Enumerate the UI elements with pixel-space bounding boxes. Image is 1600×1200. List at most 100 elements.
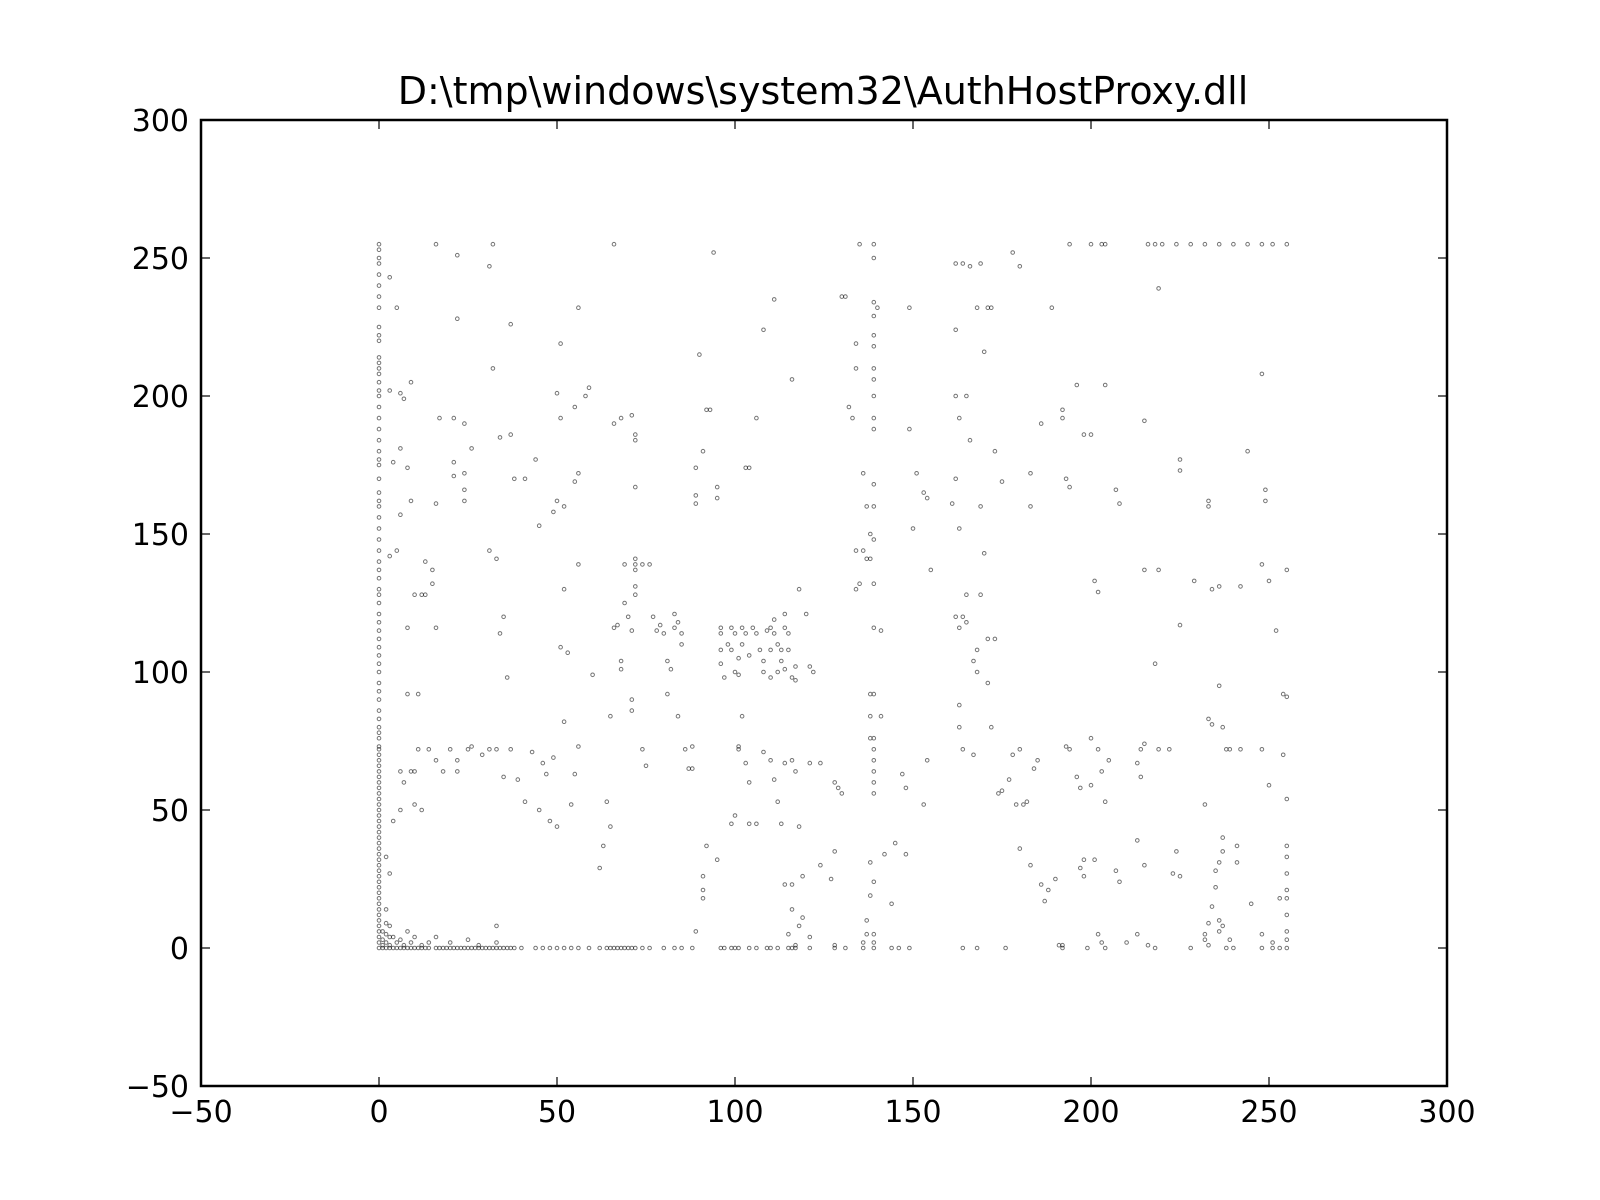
- scatter-point: [757, 647, 763, 653]
- scatter-point: [793, 945, 798, 951]
- scatter-point: [376, 548, 382, 553]
- scatter-point: [1259, 747, 1265, 752]
- scatter-point: [376, 255, 382, 261]
- scatter-point: [376, 835, 382, 840]
- scatter-point: [376, 559, 382, 564]
- scatter-point: [1259, 241, 1265, 247]
- scatter-point: [376, 747, 382, 752]
- scatter-point: [714, 857, 720, 863]
- scatter-point: [1135, 838, 1140, 843]
- scatter-point: [871, 931, 877, 937]
- scatter-point: [718, 647, 724, 653]
- scatter-point: [426, 940, 432, 945]
- scatter-point: [376, 708, 382, 713]
- scatter-point: [675, 713, 681, 719]
- scatter-point: [1266, 782, 1272, 788]
- scatter-point: [394, 548, 400, 553]
- scatter-point: [1078, 865, 1083, 871]
- scatter-point: [376, 901, 382, 907]
- scatter-point: [1188, 241, 1193, 247]
- scatter-point: [408, 769, 414, 774]
- scatter-point: [736, 747, 741, 752]
- scatter-point: [853, 366, 859, 371]
- scatter-point: [700, 896, 706, 901]
- scatter-point: [633, 562, 638, 567]
- scatter-point: [430, 581, 435, 587]
- scatter-point: [1135, 931, 1140, 937]
- scatter-point: [387, 923, 393, 929]
- scatter-point: [967, 437, 973, 443]
- scatter-point: [957, 415, 962, 421]
- scatter-point: [729, 625, 734, 631]
- scatter-point: [494, 556, 499, 562]
- scatter-point: [1220, 923, 1225, 929]
- scatter-point: [590, 672, 595, 678]
- scatter-point: [1202, 802, 1208, 807]
- scatter-point: [451, 415, 457, 421]
- scatter-point: [803, 611, 809, 617]
- scatter-point: [501, 945, 506, 951]
- scatter-point: [465, 945, 471, 951]
- scatter-point: [789, 675, 795, 680]
- scatter-point: [1259, 371, 1265, 377]
- scatter-point: [572, 404, 578, 410]
- scatter-point: [860, 548, 866, 553]
- scatter-point: [782, 760, 788, 766]
- scatter-point: [633, 592, 638, 598]
- scatter-point: [907, 305, 912, 311]
- scatter-point: [629, 413, 635, 418]
- scatter-point: [1099, 940, 1104, 945]
- scatter-point: [661, 945, 667, 951]
- scatter-point: [597, 945, 603, 951]
- scatter-point: [508, 321, 514, 327]
- scatter-point: [878, 628, 884, 633]
- scatter-point: [376, 592, 382, 598]
- scatter-point: [387, 934, 393, 940]
- scatter-point: [561, 719, 567, 725]
- scatter-point: [978, 592, 983, 598]
- scatter-point: [1159, 241, 1165, 247]
- scatter-point: [533, 945, 538, 951]
- scatter-point: [433, 625, 439, 631]
- scatter-point: [729, 945, 734, 951]
- scatter-point: [697, 352, 702, 357]
- scatter-point: [376, 636, 382, 642]
- scatter-point: [871, 299, 877, 305]
- scatter-point: [722, 675, 727, 680]
- scatter-point: [487, 548, 492, 553]
- scatter-point: [846, 404, 852, 410]
- scatter-point: [611, 625, 617, 631]
- scatter-point: [376, 628, 382, 633]
- scatter-point: [387, 388, 393, 393]
- scatter-point: [1074, 382, 1080, 388]
- x-tick-label: 50: [538, 1095, 576, 1130]
- scatter-point: [387, 871, 393, 876]
- scatter-point: [978, 504, 983, 509]
- scatter-point: [1095, 931, 1101, 937]
- scatter-point: [1284, 854, 1290, 860]
- scatter-point: [1238, 584, 1243, 589]
- scatter-point: [843, 294, 848, 299]
- scatter-point: [800, 915, 805, 920]
- scatter-point: [551, 509, 556, 515]
- scatter-point: [490, 366, 496, 371]
- scatter-point: [754, 945, 759, 951]
- scatter-point: [796, 586, 802, 592]
- scatter-point: [522, 799, 528, 805]
- scatter-point: [540, 945, 546, 951]
- scatter-point: [736, 744, 741, 749]
- scatter-point: [903, 785, 909, 791]
- scatter-point: [860, 940, 866, 945]
- scatter-point: [1284, 945, 1290, 951]
- scatter-point: [1060, 945, 1065, 951]
- scatter-point: [1142, 418, 1147, 424]
- scatter-point: [1206, 504, 1211, 509]
- scatter-point: [376, 796, 382, 802]
- scatter-point: [433, 758, 439, 763]
- scatter-point: [615, 622, 620, 628]
- scatter-point: [394, 945, 400, 951]
- scatter-point: [843, 945, 848, 951]
- scatter-point: [871, 482, 877, 487]
- scatter-point: [376, 661, 382, 667]
- scatter-point: [1220, 849, 1225, 854]
